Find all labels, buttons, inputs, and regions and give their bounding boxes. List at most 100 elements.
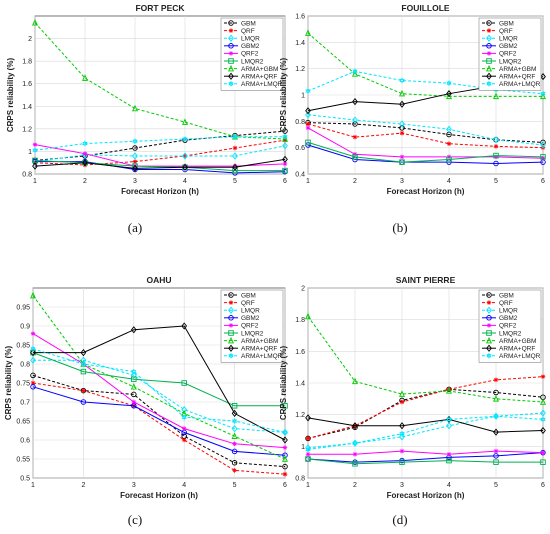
legend-marker	[486, 300, 492, 305]
data-point	[232, 133, 238, 140]
legend-entry: GBM	[499, 20, 514, 27]
data-point	[446, 156, 452, 163]
data-point	[30, 331, 36, 336]
data-point	[30, 380, 36, 386]
data-point	[82, 140, 88, 147]
data-point	[399, 120, 405, 128]
chart-title: OAHU	[146, 275, 171, 285]
data-point	[29, 291, 37, 299]
data-point	[399, 422, 405, 430]
data-point	[305, 121, 311, 127]
data-point	[232, 163, 238, 169]
x-tick-label: 5	[494, 178, 498, 185]
data-point	[282, 167, 288, 174]
data-point	[305, 139, 311, 146]
x-tick-label: 6	[541, 178, 545, 185]
x-tick-label: 3	[400, 178, 404, 185]
data-point	[80, 361, 87, 367]
legend-entry: QRF	[499, 28, 513, 35]
data-point	[182, 163, 188, 171]
legend: GBMQRFLMQRGBM2QRF2LMQR2ARMA+GBMARMA+QRFA…	[478, 289, 542, 363]
y-tick-label: 1.6	[295, 349, 305, 356]
legend: GBMQRFLMQRGBM2QRF2LMQR2ARMA+GBMARMA+QRFA…	[220, 289, 284, 363]
data-point	[232, 167, 238, 174]
data-point	[282, 429, 288, 436]
data-point	[231, 409, 238, 418]
data-point	[540, 416, 546, 423]
data-point	[131, 399, 137, 405]
data-point	[282, 436, 288, 444]
data-point	[399, 159, 405, 165]
x-tick-label: 4	[447, 178, 451, 185]
legend-entry: ARMA+LMQR	[241, 81, 283, 88]
legend-entry: LMQR2	[499, 330, 522, 337]
legend-marker	[486, 34, 492, 42]
series-line	[32, 382, 286, 475]
data-point	[282, 161, 288, 167]
data-point	[305, 451, 311, 457]
y-tick-label: 1.6	[22, 81, 32, 88]
legend-entry: LMQR2	[241, 330, 264, 337]
legend-entry: QRF2	[499, 51, 517, 58]
legend-entry: GBM	[241, 292, 256, 299]
data-point	[493, 428, 499, 436]
data-point	[352, 97, 358, 106]
data-point	[445, 387, 453, 394]
data-point	[82, 151, 88, 156]
data-point	[305, 107, 311, 115]
data-point	[493, 453, 499, 459]
y-tick-label: 0.65	[16, 419, 30, 426]
series-line	[34, 130, 286, 161]
data-point	[282, 137, 288, 143]
y-axis-label: CRPS reliability (%)	[279, 346, 288, 421]
legend-entry: LMQR2	[499, 58, 522, 65]
data-point	[30, 372, 36, 379]
y-tick-label: 0.5	[20, 476, 30, 483]
legend-marker	[228, 292, 234, 298]
data-point	[305, 436, 311, 441]
x-tick-label: 1	[31, 482, 35, 489]
series-ARMA+GBM	[304, 312, 547, 405]
x-tick-label: 1	[306, 482, 310, 489]
legend-entry: LMQR2	[241, 58, 264, 65]
legend-marker	[228, 28, 234, 33]
x-tick-label: 4	[182, 482, 186, 489]
x-tick-label: 3	[133, 178, 137, 185]
data-point	[398, 89, 406, 97]
legend-entry: ARMA+QRF	[499, 346, 535, 353]
legend-entry: ARMA+LMQR	[499, 353, 541, 360]
data-point	[399, 77, 405, 84]
chart-panel-2: 0.4 0.6 0.8 1 1.2 1.4 1.6 1 2 3 4 5 6 FOUILLOLE Foreca…	[279, 3, 547, 235]
legend-marker	[228, 315, 234, 321]
data-point	[352, 422, 358, 430]
data-point	[399, 459, 405, 465]
data-point	[352, 154, 358, 160]
legend-marker	[227, 64, 235, 72]
data-point	[352, 68, 358, 75]
y-tick-label: 1.6	[295, 14, 305, 21]
y-tick-label: 1.2	[295, 412, 305, 419]
series-line	[307, 141, 544, 163]
data-point	[540, 154, 546, 160]
data-point	[232, 441, 237, 447]
y-tick-label: 0.55	[16, 457, 30, 464]
data-point	[131, 376, 137, 382]
data-point	[282, 403, 288, 409]
y-axis-label: CRPS reliability (%)	[4, 346, 13, 421]
chart-title: FORT PECK	[135, 3, 185, 13]
x-tick-label: 5	[233, 482, 237, 489]
data-point	[540, 374, 546, 379]
data-point	[305, 456, 311, 462]
data-point	[231, 460, 238, 466]
data-point	[493, 144, 499, 149]
data-point	[540, 450, 546, 455]
legend-entry: GBM	[499, 292, 514, 299]
data-point	[492, 92, 500, 100]
data-point	[399, 433, 405, 441]
legend: GBMQRFLMQRGBM2QRF2LMQR2ARMA+GBMARMA+QRFA…	[220, 17, 284, 91]
legend-marker	[486, 330, 492, 336]
data-point	[445, 92, 453, 100]
legend-entry: ARMA+GBM	[499, 66, 536, 73]
data-point	[398, 390, 406, 397]
